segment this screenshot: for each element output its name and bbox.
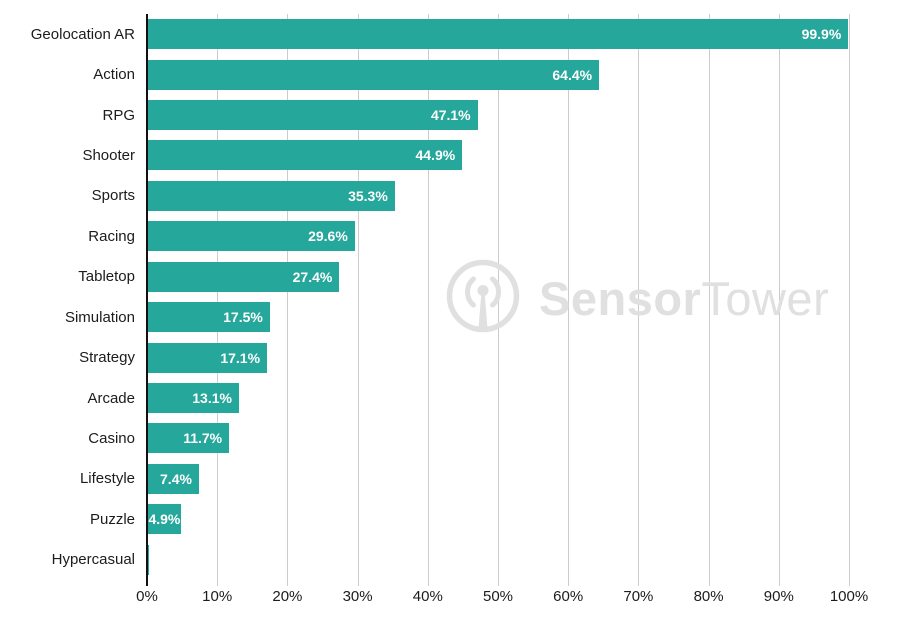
bar-row: Hypercasual xyxy=(52,539,849,579)
bar: 44.9% xyxy=(147,140,463,171)
gridline xyxy=(357,14,359,586)
value-label: 44.9% xyxy=(415,147,456,164)
value-label: 35.3% xyxy=(348,187,388,204)
value-label: 99.9% xyxy=(801,26,842,43)
category-label: Hypercasual xyxy=(51,551,135,569)
x-axis-tick-label: 60% xyxy=(553,588,584,605)
x-axis-tick-label: 50% xyxy=(482,588,514,605)
gridline xyxy=(287,14,289,586)
category-label: Racing xyxy=(88,227,135,245)
bar-row: Lifestyle 7.4% xyxy=(80,459,849,499)
x-axis-tick-label: 30% xyxy=(342,588,373,605)
bar: 99.9% xyxy=(147,19,849,50)
value-label: 4.9% xyxy=(148,511,181,528)
value-label: 17.5% xyxy=(223,309,263,326)
bar-row: Sports 35.3% xyxy=(92,176,849,216)
bar-rows: Geolocation AR 99.9% Action 64.4% RPG 47.1% Sh… xyxy=(31,14,849,580)
category-label: Geolocation AR xyxy=(30,25,135,43)
category-label: Sports xyxy=(91,187,135,205)
bar: 35.3% xyxy=(147,180,395,211)
category-label: Lifestyle xyxy=(79,470,135,488)
x-axis: 0% 10% 20% 30% 40% 50% 60% 70% 80% 90% 100% xyxy=(136,588,868,608)
bar: 17.5% xyxy=(147,302,270,333)
category-label: Arcade xyxy=(87,389,135,407)
gridline xyxy=(217,14,219,586)
bar-row: Shooter 44.9% xyxy=(82,135,849,175)
category-label: Tabletop xyxy=(78,268,135,286)
value-label: 17.1% xyxy=(220,349,261,366)
value-label: 29.6% xyxy=(308,228,348,245)
bar xyxy=(147,544,150,575)
category-label: Simulation xyxy=(64,308,135,326)
bar-row: Strategy 17.1% xyxy=(79,337,849,377)
bar-row: Racing 29.6% xyxy=(88,216,849,256)
value-label: 7.4% xyxy=(160,470,192,487)
x-axis-tick-label: 10% xyxy=(202,588,233,605)
value-label: 47.1% xyxy=(430,107,471,124)
category-label: Strategy xyxy=(79,349,135,367)
value-label: 27.4% xyxy=(292,268,333,285)
bar-row: Tabletop 27.4% xyxy=(78,257,849,297)
category-label: RPG xyxy=(102,106,135,124)
x-axis-tick-label: 90% xyxy=(763,588,794,605)
gridline xyxy=(568,14,570,586)
category-label: Action xyxy=(93,66,135,84)
plot-area: Geolocation AR 99.9% Action 64.4% RPG 47.1% Sh… xyxy=(31,14,850,586)
value-label: 64.4% xyxy=(552,66,593,83)
bar: 7.4% xyxy=(147,463,199,494)
x-axis-tick-label: 40% xyxy=(412,588,443,605)
bar: 64.4% xyxy=(147,59,600,90)
bar-row: Simulation 17.5% xyxy=(65,297,849,337)
bar: 13.1% xyxy=(147,383,239,413)
category-label: Casino xyxy=(88,429,135,447)
x-axis-tick-label: 70% xyxy=(623,588,654,605)
gridline xyxy=(708,14,710,586)
bar-row: Casino 11.7% xyxy=(88,418,849,458)
bar: 29.6% xyxy=(147,221,355,252)
value-label: 11.7% xyxy=(183,430,223,447)
x-axis-tick-label: 20% xyxy=(272,588,303,605)
gridline xyxy=(849,14,850,586)
gridline xyxy=(427,14,429,586)
bar: 17.1% xyxy=(147,342,268,373)
bar: 47.1% xyxy=(147,100,478,131)
bar-row: Arcade 13.1% xyxy=(87,378,849,418)
bar-row: Puzzle 4.9% xyxy=(90,499,849,539)
value-label: 13.1% xyxy=(192,390,232,406)
gridline xyxy=(778,14,780,586)
category-label: Puzzle xyxy=(89,510,135,528)
bar-row: Action 64.4% xyxy=(93,54,849,94)
bar-row: Geolocation AR 99.9% xyxy=(31,14,849,54)
x-axis-tick-label: 100% xyxy=(829,588,869,605)
bar: 27.4% xyxy=(147,261,340,292)
bar-row: RPG 47.1% xyxy=(102,95,849,135)
category-label: Shooter xyxy=(82,146,135,164)
y-axis-line xyxy=(146,14,148,586)
x-axis-tick-label: 0% xyxy=(136,588,158,605)
gridline xyxy=(638,14,640,586)
x-axis-tick-label: 80% xyxy=(693,588,724,605)
bar: 4.9% xyxy=(147,504,182,535)
bar: 11.7% xyxy=(147,423,230,454)
